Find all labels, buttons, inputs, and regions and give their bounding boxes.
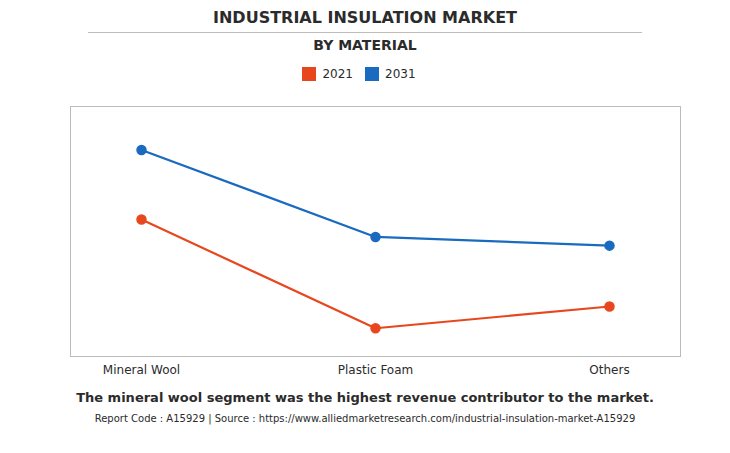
html-text:INDUSTRIAL INSULATION MARKET: INDUSTRIAL INSULATION MARKET [213, 8, 517, 27]
html-text:Report Code : A15929 | Source: Report Code : A15929 | Source : https://… [94, 413, 636, 424]
html-text:BY MATERIAL: BY MATERIAL [313, 37, 417, 53]
html-text:2021: 2021 [322, 66, 353, 81]
html-text:The mineral wool segment was t: The mineral wool segment was the highest… [76, 390, 654, 405]
svg-text:Mineral Wool: Mineral Wool [103, 363, 180, 377]
html-text:2031: 2031 [385, 66, 416, 81]
svg-text:Others: Others [589, 363, 629, 377]
svg-text:Plastic Foam: Plastic Foam [338, 363, 414, 377]
